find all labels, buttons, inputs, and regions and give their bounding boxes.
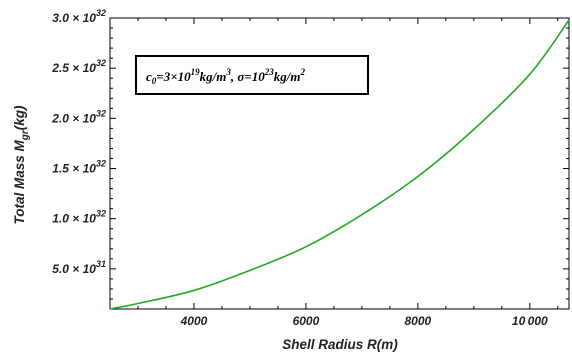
y-tick-label: 1.0 × 1032 xyxy=(52,209,106,226)
annotation-box: c0=3×1019kg/m3, σ=1023kg/m2 xyxy=(135,55,369,95)
x-axis-title: Shell Radius R(m) xyxy=(282,337,398,352)
series xyxy=(109,19,570,310)
plot-frame xyxy=(109,17,570,310)
x-tick-label: 4000 xyxy=(180,314,208,328)
y-tick-label: 2.0 × 1032 xyxy=(51,108,106,125)
series-line xyxy=(109,19,570,310)
x-tick-label: 6000 xyxy=(293,314,320,328)
x-tick-label: 10 000 xyxy=(512,314,548,328)
tick-labels: 4000 6000 8000 10 000 5.0 × 1031 1.0 × 1032 1.… xyxy=(51,8,548,328)
y-tick-label: 3.0 × 1032 xyxy=(52,8,106,25)
y-axis-title: Total Mass Mgr(kg) xyxy=(12,105,31,225)
ticks xyxy=(109,17,569,310)
annotation-text: c0=3×1019kg/m3, σ=1023kg/m2 xyxy=(146,67,306,86)
x-tick-label: 8000 xyxy=(405,314,432,328)
y-tick-label: 5.0 × 1031 xyxy=(52,259,106,276)
y-tick-label: 2.5 × 1032 xyxy=(51,58,106,75)
y-tick-label: 1.5 × 1032 xyxy=(52,159,106,176)
